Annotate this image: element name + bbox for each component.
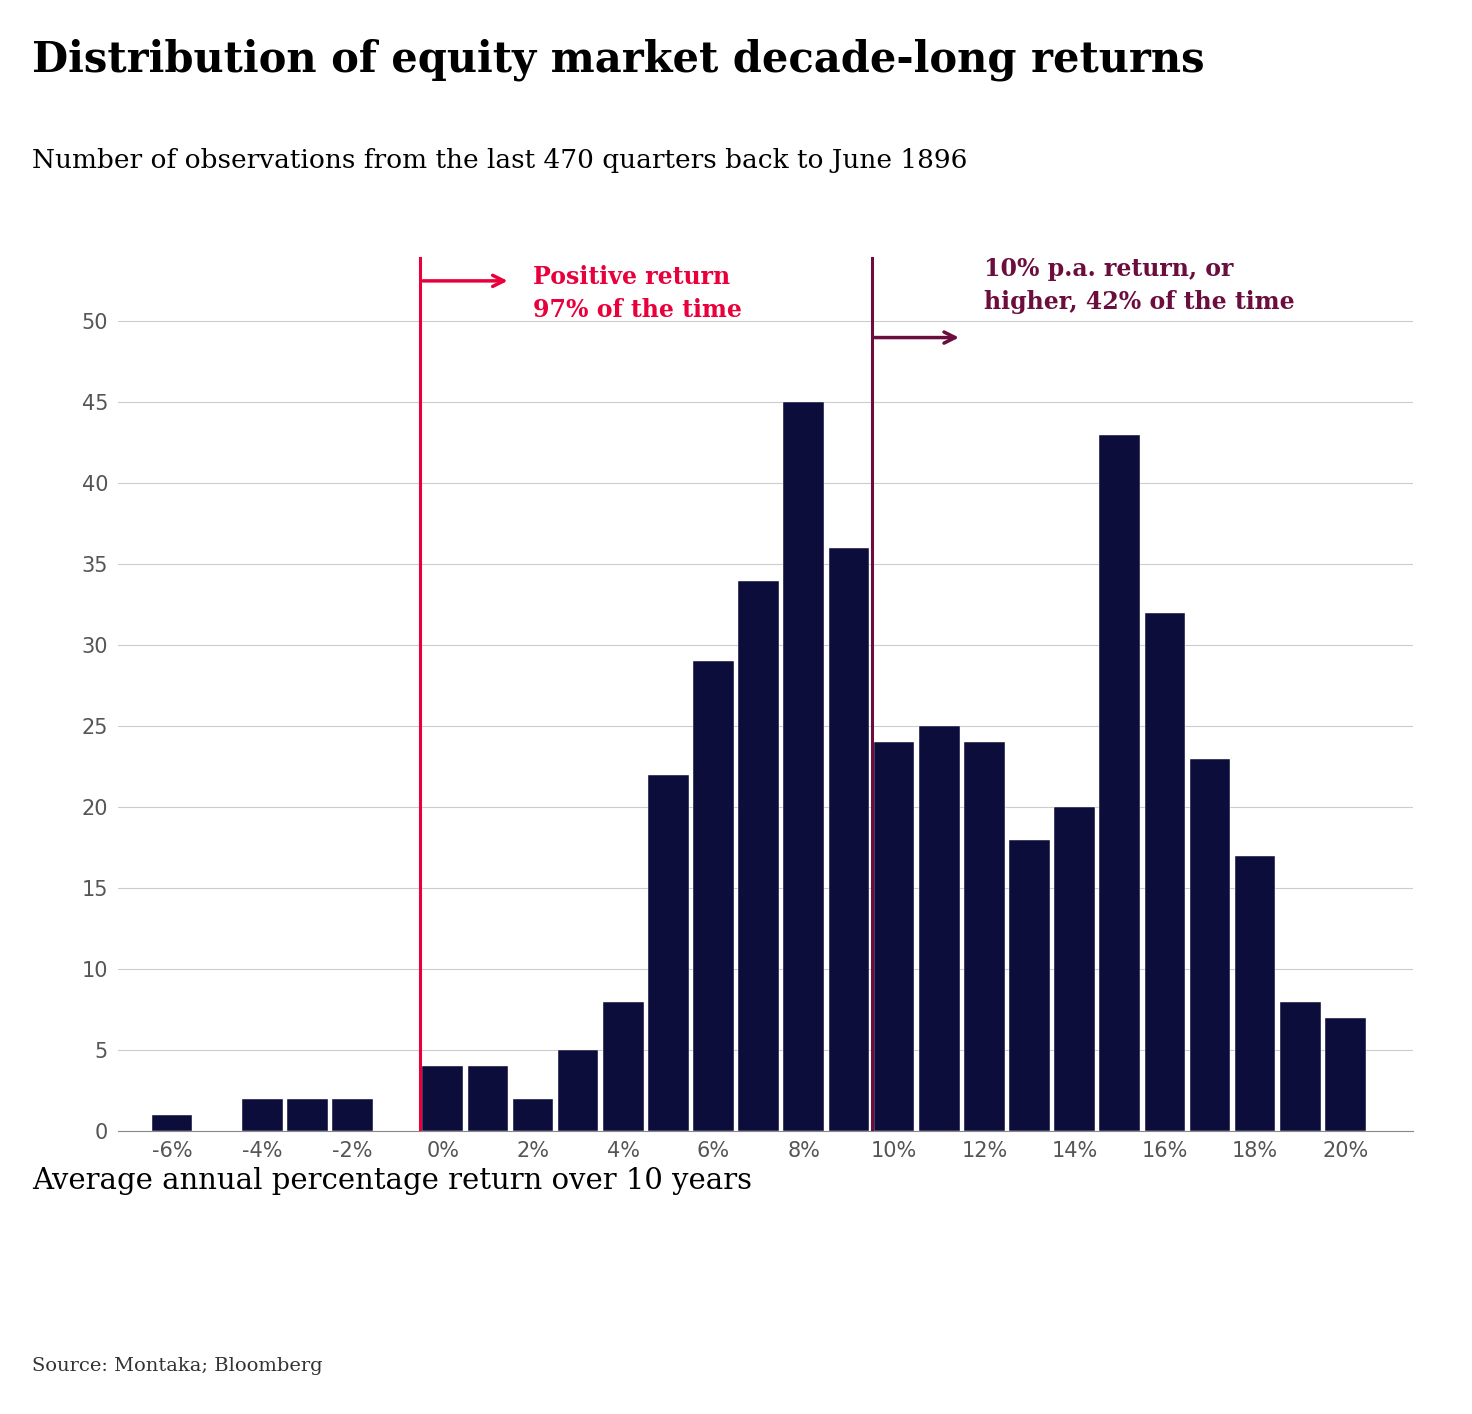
Bar	[829, 549, 870, 1131]
Bar	[1325, 1018, 1366, 1131]
Bar	[1100, 434, 1139, 1131]
Bar	[964, 742, 1005, 1131]
Bar	[422, 1066, 464, 1131]
Bar	[1054, 807, 1095, 1131]
Text: Number of observations from the last 470 quarters back to June 1896: Number of observations from the last 470…	[32, 148, 967, 174]
Bar	[1010, 840, 1050, 1131]
Bar	[739, 581, 779, 1131]
Text: Source: Montaka; Bloomberg: Source: Montaka; Bloomberg	[32, 1357, 322, 1376]
Bar	[1281, 1001, 1320, 1131]
Text: 10% p.a. return, or
higher, 42% of the time: 10% p.a. return, or higher, 42% of the t…	[985, 256, 1295, 314]
Bar	[241, 1099, 283, 1131]
Bar	[1189, 759, 1231, 1131]
Bar	[333, 1099, 372, 1131]
Text: Distribution of equity market decade-long returns: Distribution of equity market decade-lon…	[32, 38, 1206, 82]
Bar	[874, 742, 914, 1131]
Bar	[919, 727, 960, 1131]
Bar	[1145, 612, 1185, 1131]
Text: Positive return
97% of the time: Positive return 97% of the time	[533, 264, 742, 322]
Bar	[287, 1099, 328, 1131]
Bar	[604, 1001, 643, 1131]
Bar	[1235, 855, 1275, 1131]
Bar	[152, 1116, 193, 1131]
Bar	[783, 403, 824, 1131]
Text: Average annual percentage return over 10 years: Average annual percentage return over 10…	[32, 1167, 752, 1195]
Bar	[693, 662, 735, 1131]
Bar	[512, 1099, 553, 1131]
Bar	[468, 1066, 508, 1131]
Bar	[648, 775, 689, 1131]
Bar	[558, 1051, 599, 1131]
